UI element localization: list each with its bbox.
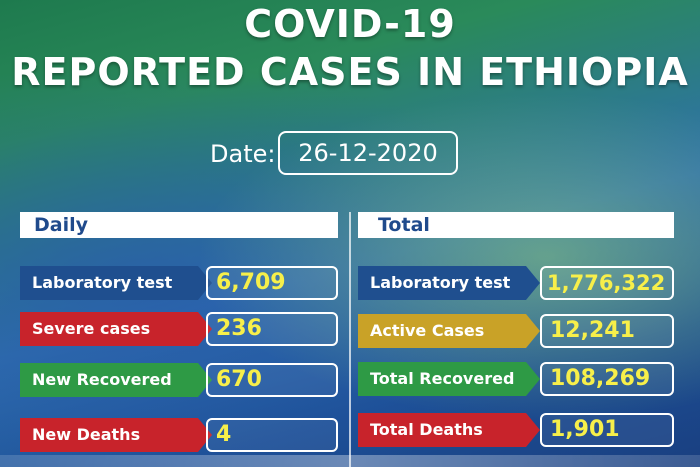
daily-deaths-label: New Deaths (20, 418, 212, 452)
total-row-active: Active Cases 12,241 (358, 314, 674, 348)
total-deaths-label: Total Deaths (358, 413, 540, 447)
total-header: Total (358, 212, 674, 238)
daily-severe-label: Severe cases (20, 312, 212, 346)
total-lab-test-value: 1,776,322 (540, 266, 674, 300)
total-recovered-value: 108,269 (540, 362, 674, 396)
total-lab-test-label: Laboratory test (358, 266, 540, 300)
daily-header: Daily (20, 212, 338, 238)
daily-deaths-value: 4 (206, 418, 338, 452)
total-deaths-value: 1,901 (540, 413, 674, 447)
title-line-2: REPORTED CASES IN ETHIOPIA (11, 50, 689, 94)
daily-row-recovered: New Recovered 670 (20, 363, 338, 397)
total-recovered-label: Total Recovered (358, 362, 540, 396)
date-label: Date: (210, 140, 276, 168)
daily-row-deaths: New Deaths 4 (20, 418, 338, 452)
date-value: 26-12-2020 (278, 131, 458, 175)
daily-recovered-value: 670 (206, 363, 338, 397)
total-active-value: 12,241 (540, 314, 674, 348)
daily-lab-test-value: 6,709 (206, 266, 338, 300)
daily-row-severe: Severe cases 236 (20, 312, 338, 346)
total-row-lab-test: Laboratory test 1,776,322 (358, 266, 674, 300)
title-line-1: COVID-19 (244, 2, 456, 46)
daily-recovered-label: New Recovered (20, 363, 212, 397)
daily-lab-test-label: Laboratory test (20, 266, 212, 300)
total-row-recovered: Total Recovered 108,269 (358, 362, 674, 396)
daily-row-lab-test: Laboratory test 6,709 (20, 266, 338, 300)
bottom-strip (0, 455, 700, 467)
total-row-deaths: Total Deaths 1,901 (358, 413, 674, 447)
daily-severe-value: 236 (206, 312, 338, 346)
total-active-label: Active Cases (358, 314, 540, 348)
column-divider (349, 212, 351, 467)
